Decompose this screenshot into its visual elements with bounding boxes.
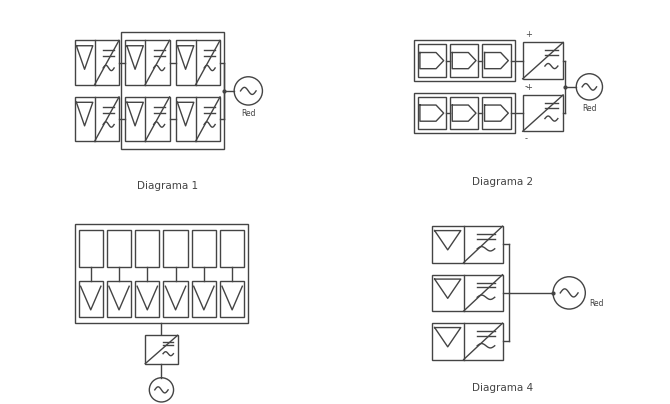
Bar: [220, 281, 245, 317]
Text: Diagrama 2: Diagrama 2: [472, 177, 533, 187]
Bar: [145, 335, 178, 364]
Text: Diagrama 1: Diagrama 1: [137, 181, 198, 191]
Bar: [121, 32, 224, 149]
Text: +: +: [525, 30, 531, 39]
Text: -: -: [525, 82, 528, 91]
Bar: [523, 42, 563, 79]
Text: Red: Red: [241, 109, 255, 118]
Bar: [220, 230, 245, 267]
Bar: [135, 230, 159, 267]
Text: -: -: [525, 134, 528, 143]
Bar: [163, 281, 188, 317]
Bar: [192, 230, 216, 267]
Bar: [135, 281, 159, 317]
Text: Red: Red: [582, 104, 596, 113]
Bar: [417, 97, 446, 129]
Bar: [482, 97, 511, 129]
Bar: [78, 281, 103, 317]
Bar: [482, 44, 511, 77]
Bar: [74, 97, 119, 141]
Bar: [125, 97, 170, 141]
Bar: [163, 230, 188, 267]
Bar: [74, 224, 249, 323]
Bar: [413, 40, 515, 81]
Bar: [431, 226, 502, 263]
Bar: [176, 97, 220, 141]
Bar: [431, 275, 502, 311]
Bar: [78, 230, 103, 267]
Bar: [413, 93, 515, 133]
Text: +: +: [525, 83, 531, 92]
Bar: [125, 40, 170, 85]
Bar: [417, 44, 446, 77]
Text: Red: Red: [590, 299, 604, 307]
Bar: [74, 40, 119, 85]
Text: Diagrama 4: Diagrama 4: [472, 383, 533, 393]
Bar: [176, 40, 220, 85]
Bar: [107, 281, 131, 317]
Bar: [431, 323, 502, 360]
Bar: [450, 97, 478, 129]
Bar: [107, 230, 131, 267]
Bar: [192, 281, 216, 317]
Bar: [523, 95, 563, 131]
Bar: [450, 44, 478, 77]
